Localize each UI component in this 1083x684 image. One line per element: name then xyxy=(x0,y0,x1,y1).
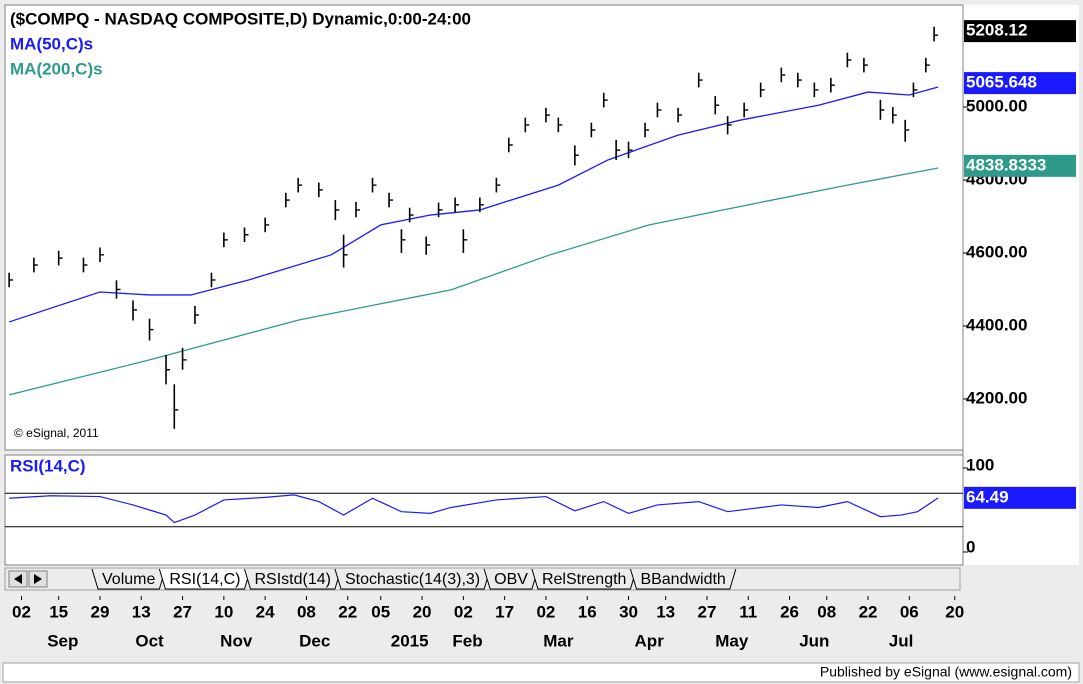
rsi-last: 64.49 xyxy=(966,487,1009,506)
tab[interactable] xyxy=(629,568,737,590)
rsi-last-box xyxy=(964,486,1076,509)
rsi-y-tick-label: 0 xyxy=(966,537,975,556)
y-tick-label: 4400.00 xyxy=(966,315,1027,334)
tab-label[interactable]: Stochastic(14(3),3) xyxy=(345,571,480,588)
copyright: © eSignal, 2011 xyxy=(14,426,99,440)
x-tick-label: 15 xyxy=(49,602,68,621)
x-tick-label: 08 xyxy=(297,602,316,621)
x-tick-label: 11 xyxy=(739,602,757,621)
x-tick-label: 20 xyxy=(945,602,964,621)
legend-ma200: MA(200,C)s xyxy=(10,59,103,78)
x-tick-label: 22 xyxy=(338,602,357,621)
x-tick-label: 06 xyxy=(900,602,919,621)
tab-label[interactable]: BBandwidth xyxy=(640,571,725,588)
rsi-panel xyxy=(4,454,964,566)
price-last: 5208.12 xyxy=(966,21,1027,40)
x-tick-label: 02 xyxy=(12,602,31,621)
x-tick-label: 30 xyxy=(619,602,638,621)
x-tick-label: 13 xyxy=(656,602,675,621)
x-tick-label: 26 xyxy=(780,602,799,621)
x-tick-label: 08 xyxy=(817,602,836,621)
x-month-label: Dec xyxy=(299,631,330,650)
x-month-label: Jun xyxy=(799,631,829,650)
x-month-label: Apr xyxy=(635,631,665,650)
ma200-last-box xyxy=(964,154,1076,177)
tabs: Volume RSI(14,C) RSIstd(14) Stochastic(14(3… xyxy=(91,568,737,590)
ma200-last: 4838.8333 xyxy=(966,155,1046,174)
price-last-box xyxy=(964,20,1076,43)
x-month-label: Feb xyxy=(452,631,482,650)
rsi-title: RSI(14,C) xyxy=(10,456,86,475)
x-tick-label: 27 xyxy=(698,602,717,621)
x-tick-label: 22 xyxy=(859,602,878,621)
x-tick-label: 05 xyxy=(371,602,390,621)
x-month-label: Sep xyxy=(47,631,78,650)
rsi-y-tick-label: 100 xyxy=(966,455,994,474)
ma50-last-box xyxy=(964,72,1076,95)
tab-label[interactable]: Volume xyxy=(102,571,155,588)
x-month-label: Oct xyxy=(135,631,164,650)
x-month-label: Jul xyxy=(889,631,914,650)
moving-average xyxy=(8,167,939,396)
scroll-right-arrow xyxy=(34,574,42,584)
scroll-left-arrow xyxy=(14,574,22,584)
x-tick-label: 27 xyxy=(173,602,192,621)
ma50-last: 5065.648 xyxy=(966,73,1037,92)
tab-label[interactable]: RSIstd(14) xyxy=(255,571,331,588)
footer-bar xyxy=(2,662,1080,683)
y-tick-label: 5000.00 xyxy=(966,97,1027,116)
x-tick-label: 20 xyxy=(413,602,432,621)
x-month-label: May xyxy=(715,631,749,650)
x-tick-label: 10 xyxy=(214,602,233,621)
date-axis xyxy=(5,596,965,660)
price-scale-area xyxy=(963,5,1079,565)
tab-label[interactable]: RSI(14,C) xyxy=(169,571,240,588)
tab-label[interactable]: OBV xyxy=(494,571,528,588)
y-tick-label: 4200.00 xyxy=(966,388,1027,407)
tab-label[interactable]: RelStrength xyxy=(542,571,627,588)
price-panel xyxy=(4,4,964,451)
x-tick-label: 24 xyxy=(256,602,275,621)
x-tick-label: 02 xyxy=(536,602,555,621)
x-month-label: Mar xyxy=(543,631,574,650)
x-month-label: Nov xyxy=(220,631,253,650)
chart-title: ($COMPQ - NASDAQ COMPOSITE,D) Dynamic,0:… xyxy=(10,9,471,28)
x-month-label: 2015 xyxy=(391,631,429,650)
x-tick-label: 16 xyxy=(578,602,597,621)
x-tick-label: 02 xyxy=(454,602,473,621)
y-tick-label: 4600.00 xyxy=(966,242,1027,261)
legend-ma50: MA(50,C)s xyxy=(10,34,93,53)
x-tick-label: 17 xyxy=(495,602,514,621)
x-tick-label: 13 xyxy=(132,602,151,621)
x-tick-label: 29 xyxy=(91,602,110,621)
rsi-line xyxy=(9,494,939,524)
footer: Published by eSignal (www.esignal.com) xyxy=(820,664,1072,680)
